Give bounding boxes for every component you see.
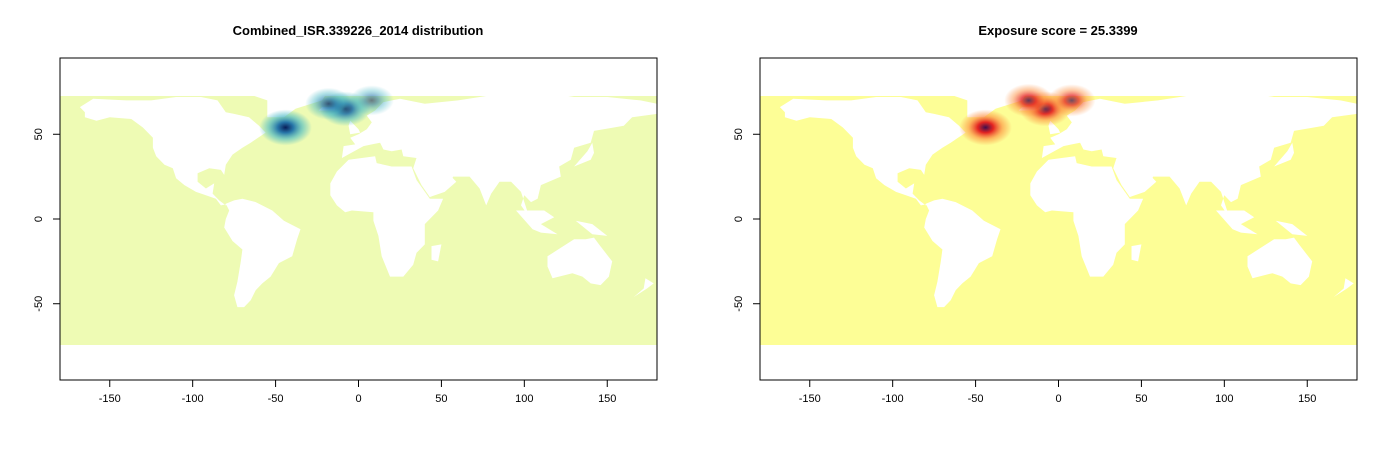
density-hotspot [259,109,312,146]
x-tick-label: 0 [1055,393,1061,405]
land-indonesia [516,210,558,235]
map-area [60,78,657,380]
land-new-zealand [633,278,654,297]
density-hotspot [1048,84,1096,117]
land-africa [330,156,444,277]
land-north-america [79,97,266,206]
y-axis: -50 0 50 [733,128,761,312]
exposure-panel: Exposure score = 25.3399 -150 -100 -50 0 50 1… [733,23,1358,405]
land-madagascar [1131,244,1142,262]
x-tick-label: -100 [182,393,204,405]
map-area [760,78,1357,380]
land-australia [1247,237,1313,286]
x-tick-label: -50 [968,393,984,405]
land-antarctica [760,346,1357,380]
y-tick-label: -50 [33,296,45,312]
x-tick-label: 150 [1298,393,1316,405]
y-tick-label: -50 [733,296,745,312]
land-greenland [937,78,1029,118]
x-axis: -150 -100 -50 0 50 100 150 [99,379,616,405]
x-tick-label: -50 [268,393,284,405]
land-arabia [1116,168,1157,197]
land-japan [574,142,594,167]
x-tick-label: 50 [1135,393,1147,405]
x-tick-label: 100 [515,393,533,405]
x-tick-label: 150 [598,393,616,405]
land-antarctica [60,346,657,380]
land-north-america [779,97,966,206]
land-greenland [237,78,329,118]
density-hotspot [305,87,353,120]
land-africa [1030,156,1144,277]
density-hotspot [959,109,1012,146]
land-indonesia [1216,210,1258,235]
x-tick-label: 100 [1215,393,1233,405]
density-hotspot [349,85,394,116]
chart-title: Combined_ISR.339226_2014 distribution [233,23,484,38]
distribution-panel: Combined_ISR.339226_2014 distribution -1… [33,23,658,405]
land-new-guinea [575,220,608,236]
x-tick-label: 0 [355,393,361,405]
x-tick-label: -150 [799,393,821,405]
x-tick-label: -100 [882,393,904,405]
land-new-guinea [1275,220,1308,236]
y-axis: -50 0 50 [33,128,61,312]
y-tick-label: 0 [33,216,45,222]
land-new-zealand [1333,278,1354,297]
land-eurasia [1041,88,1357,218]
y-tick-label: 50 [733,128,745,140]
land-arabia [416,168,457,197]
density-hotspot [1004,83,1054,118]
x-tick-label: 50 [435,393,447,405]
land-south-america [224,198,301,308]
y-tick-label: 50 [33,128,45,140]
land-australia [547,237,613,286]
y-tick-label: 0 [733,216,745,222]
land-eurasia [341,88,657,218]
chart-title: Exposure score = 25.3399 [978,23,1137,38]
x-tick-label: -150 [99,393,121,405]
land-japan [1274,142,1294,167]
land-madagascar [431,244,442,262]
land-south-america [924,198,1001,308]
x-axis: -150 -100 -50 0 50 100 150 [799,379,1316,405]
